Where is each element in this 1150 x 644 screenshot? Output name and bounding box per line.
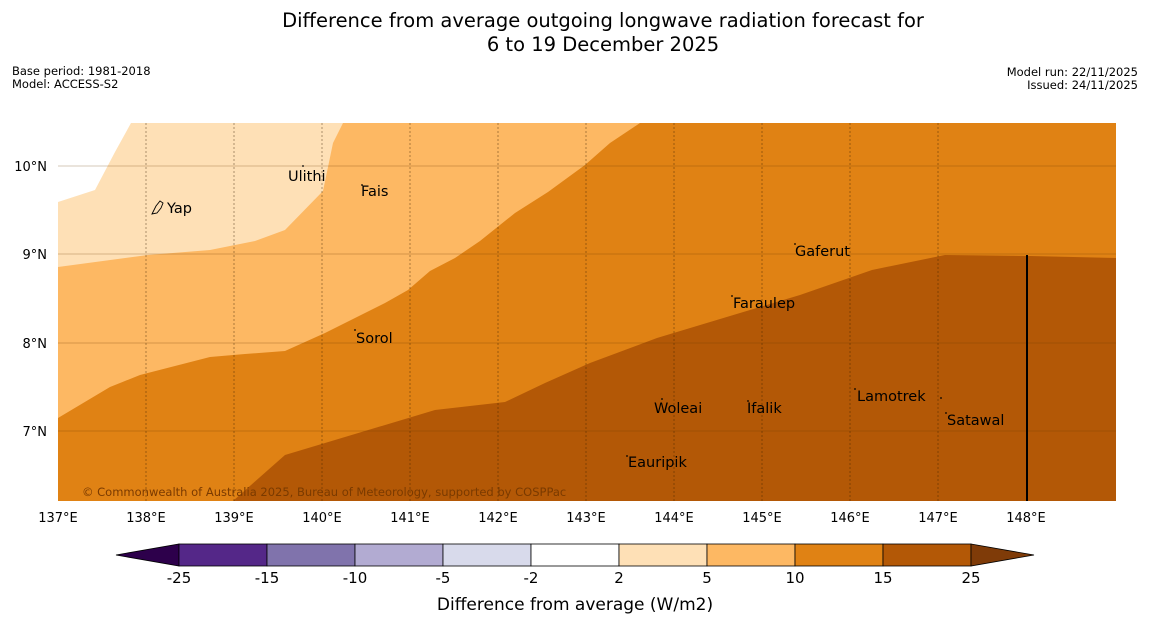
map-panel: Yap Ulithi Fais Gaferut Faraulep Sorol W… bbox=[58, 123, 1116, 501]
place-satawal: Satawal bbox=[947, 413, 1004, 429]
colorbar-tick-7: 5 bbox=[702, 569, 712, 587]
lat-label-9n: 9°N bbox=[23, 248, 48, 263]
place-faraulep: Faraulep bbox=[733, 296, 795, 312]
model-name: Model: ACCESS-S2 bbox=[12, 77, 119, 91]
colorbar-tick-4: -5 bbox=[436, 569, 451, 587]
place-yap: Yap bbox=[166, 201, 192, 217]
info-right: Model run: 22/11/2025 Issued: 24/11/2025 bbox=[1007, 66, 1138, 92]
colorbar-tick-5: -2 bbox=[524, 569, 539, 587]
colorbar-tick-6: 2 bbox=[614, 569, 624, 587]
lon-label-138e: 138°E bbox=[126, 511, 166, 526]
lon-label-139e: 139°E bbox=[214, 511, 254, 526]
band-2-5 bbox=[58, 123, 343, 267]
lon-label-140e: 140°E bbox=[302, 511, 342, 526]
yap-island-icon bbox=[151, 200, 164, 215]
lat-label-7n: 7°N bbox=[23, 425, 48, 440]
title-line-2: 6 to 19 December 2025 bbox=[486, 33, 720, 56]
colorbar-segment-7 bbox=[706, 543, 796, 567]
colorbar-segment-4 bbox=[442, 543, 532, 567]
place-gaferut: Gaferut bbox=[795, 244, 850, 260]
colorbar-tick-2: -15 bbox=[255, 569, 280, 587]
colorbar-segment-2 bbox=[266, 543, 356, 567]
lon-label-147e: 147°E bbox=[918, 511, 958, 526]
colorbar-tick-9: 15 bbox=[873, 569, 892, 587]
title-line-1: Difference from average outgoing longwav… bbox=[282, 9, 924, 32]
place-lamotrek: Lamotrek bbox=[857, 389, 926, 405]
lon-label-146e: 146°E bbox=[830, 511, 870, 526]
colorbar-segment-6 bbox=[618, 543, 708, 567]
colorbar-segment-1 bbox=[178, 543, 268, 567]
colorbar-extend-high bbox=[970, 543, 1035, 567]
lon-label-144e: 144°E bbox=[654, 511, 694, 526]
colorbar bbox=[115, 543, 1035, 567]
lon-label-145e: 145°E bbox=[742, 511, 782, 526]
base-period: Base period: 1981-2018 bbox=[12, 64, 151, 78]
island-dots bbox=[302, 165, 947, 457]
colorbar-segment-8 bbox=[794, 543, 884, 567]
copyright-notice: © Commonwealth of Australia 2025, Bureau… bbox=[82, 485, 566, 499]
lon-labels: 137°E 138°E 139°E 140°E 141°E 142°E 143°… bbox=[38, 511, 1046, 526]
lon-label-141e: 141°E bbox=[390, 511, 430, 526]
lon-label-148e: 148°E bbox=[1006, 511, 1046, 526]
lat-labels: 10°N 9°N 8°N 7°N bbox=[14, 160, 47, 440]
colorbar-tick-8: 10 bbox=[785, 569, 804, 587]
colorbar-extend-low bbox=[115, 543, 180, 567]
lon-label-137e: 137°E bbox=[38, 511, 78, 526]
colorbar-tick-1: -25 bbox=[167, 569, 192, 587]
place-ifalik: Ifalik bbox=[747, 401, 782, 417]
lon-label-142e: 142°E bbox=[478, 511, 518, 526]
colorbar-segment-3 bbox=[354, 543, 444, 567]
colorbar-tick-3: -10 bbox=[343, 569, 368, 587]
colorbar-segment-5 bbox=[530, 543, 620, 567]
issued-date: Issued: 24/11/2025 bbox=[1027, 78, 1138, 92]
colorbar-ticks: -25 -15 -10 -5 -2 2 5 10 15 25 bbox=[167, 569, 981, 587]
lon-grid bbox=[145, 123, 939, 501]
place-ulithi: Ulithi bbox=[288, 169, 326, 185]
lat-label-10n: 10°N bbox=[14, 160, 47, 175]
place-eauripik: Eauripik bbox=[628, 455, 687, 471]
place-fais: Fais bbox=[361, 184, 388, 200]
place-sorol: Sorol bbox=[356, 331, 393, 347]
colorbar-tick-10: 25 bbox=[961, 569, 980, 587]
lat-label-8n: 8°N bbox=[23, 337, 48, 352]
no-data-corner bbox=[58, 123, 131, 202]
colorbar-segment-9 bbox=[882, 543, 972, 567]
model-run: Model run: 22/11/2025 bbox=[1006, 65, 1138, 79]
lon-label-143e: 143°E bbox=[566, 511, 606, 526]
place-woleai: Woleai bbox=[654, 401, 702, 417]
chart-title: Difference from average outgoing longwav… bbox=[0, 9, 1150, 57]
colorbar-label: Difference from average (W/m2) bbox=[437, 595, 713, 615]
info-left: Base period: 1981-2018 Model: ACCESS-S2 bbox=[12, 65, 151, 91]
